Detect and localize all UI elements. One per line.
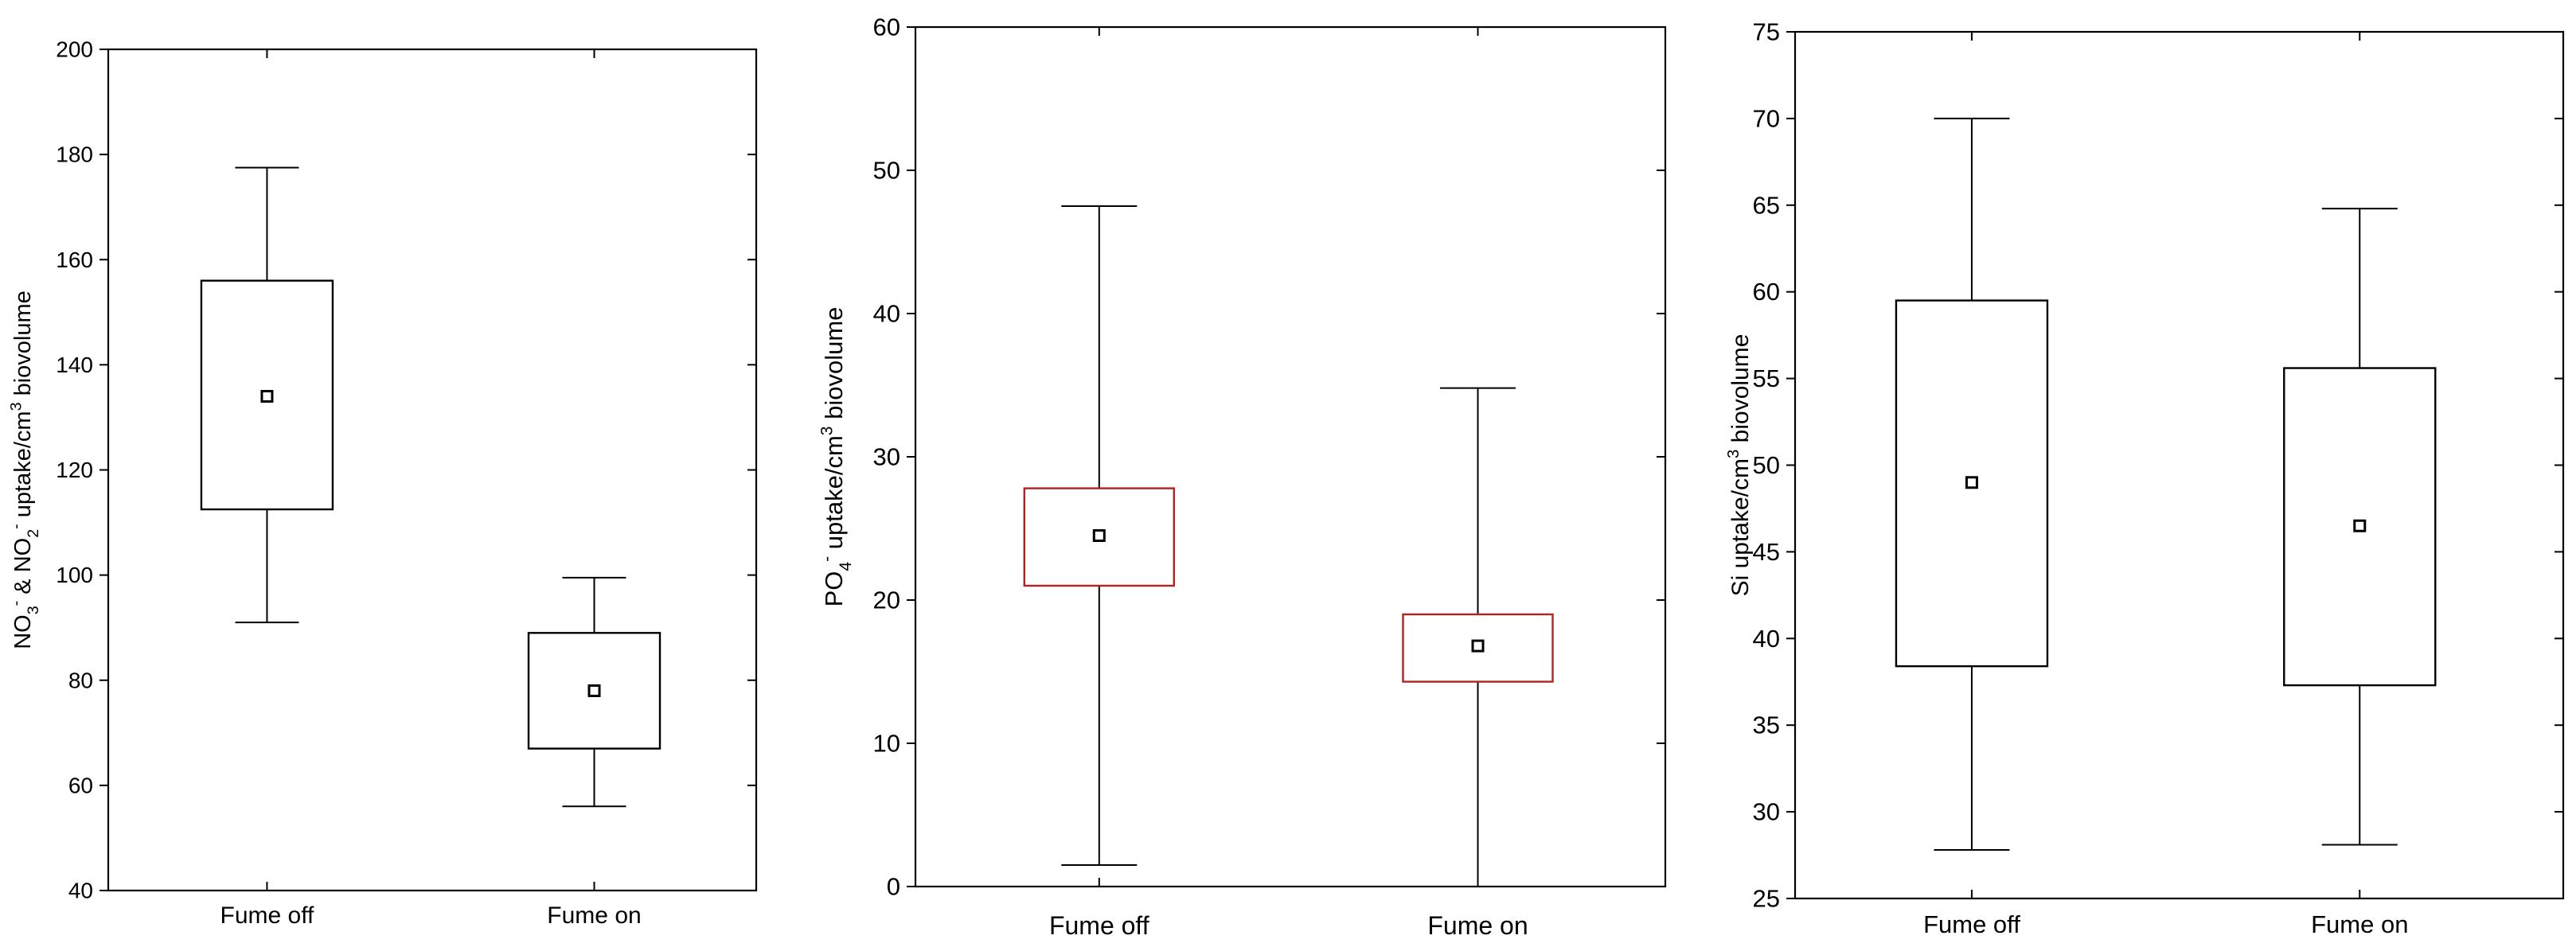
y-tick-label: 40 [1753,625,1780,653]
y-tick-label: 10 [873,730,900,758]
y-axis-label: NO3- & NO2- uptake/cm3 biovolume [7,290,42,649]
y-axis-label-part: Si uptake/cm [1727,458,1754,596]
y-tick-label: 0 [887,873,900,901]
y-tick-label: 80 [68,668,93,692]
y-tick-label: 160 [56,247,93,272]
y-axis-label-part: - [7,601,25,606]
y-axis-label-part: & NO [10,538,36,601]
x-category-label: Fume off [221,902,314,929]
y-axis-label-part: uptake/cm [10,411,36,524]
mean-marker [2353,519,2367,532]
y-axis-label-part: PO [820,571,848,607]
mean-marker [1092,529,1106,542]
y-axis-label-part: - [7,524,25,529]
y-tick-label: 40 [873,300,900,328]
y-tick-label: 120 [56,458,93,482]
plot-frame [914,25,1667,888]
y-axis-label-part: 3 [25,606,42,614]
y-tick-label: 45 [1753,538,1780,566]
mean-marker [587,684,601,697]
y-tick-label: 200 [56,37,93,62]
x-category-label: Fume off [1049,911,1149,940]
y-axis-label-part: 3 [7,402,25,411]
y-axis-label-part: - [818,556,837,562]
y-tick-label: 70 [1753,104,1780,132]
y-axis-label: Si uptake/cm3 biovolume [1725,334,1754,597]
y-tick-label: 35 [1753,711,1780,739]
y-tick-label: 100 [56,563,93,587]
x-category-label: Fume on [1427,911,1528,940]
y-tick-label: 25 [1753,885,1780,913]
mean-marker [1471,639,1485,653]
y-tick-label: 50 [873,157,900,185]
y-axis-label-part: uptake/cm [820,435,848,556]
y-axis-label-part: 2 [25,529,42,538]
y-tick-label: 60 [1753,278,1780,306]
y-tick-label: 30 [873,443,900,471]
y-tick-label: 140 [56,353,93,377]
y-tick-label: 65 [1753,191,1780,219]
y-axis-label-part: 3 [818,427,837,436]
panel-silicate-uptake: 25 30 35 40 45 50 55 60 65 70 75 Si uptake/cm3 biov… [1725,18,2565,938]
y-axis-label-part: biovolume [1727,334,1754,450]
y-tick-label: 50 [1753,451,1780,479]
y-axis-label-part: 4 [837,562,855,571]
y-axis-label-part: biovolume [820,307,848,427]
y-tick-label: 75 [1753,18,1780,46]
y-axis-label-part: NO [10,614,36,649]
y-tick-label: 20 [873,587,900,614]
y-tick-label: 55 [1753,364,1780,392]
y-tick-label: 60 [873,14,900,41]
x-category-label: Fume on [547,902,641,929]
y-tick-label: 180 [56,142,93,167]
y-tick-label: 40 [68,879,93,903]
y-tick-label: 30 [1753,798,1780,826]
y-axis-label-part: 3 [1725,450,1743,458]
y-tick-label: 60 [68,773,93,797]
mean-marker [260,390,274,403]
mean-marker [1965,476,1978,489]
x-category-label: Fume on [2311,910,2408,938]
y-axis-label: PO4- uptake/cm3 biovolume [818,307,855,607]
box [1402,613,1554,683]
x-category-label: Fume off [1923,910,2020,938]
panel-phosphate-uptake: 0 10 20 30 40 50 60 PO4- uptake/cm3 biovolume Fu… [818,14,1667,940]
y-axis-label-part: biovolume [10,290,36,402]
